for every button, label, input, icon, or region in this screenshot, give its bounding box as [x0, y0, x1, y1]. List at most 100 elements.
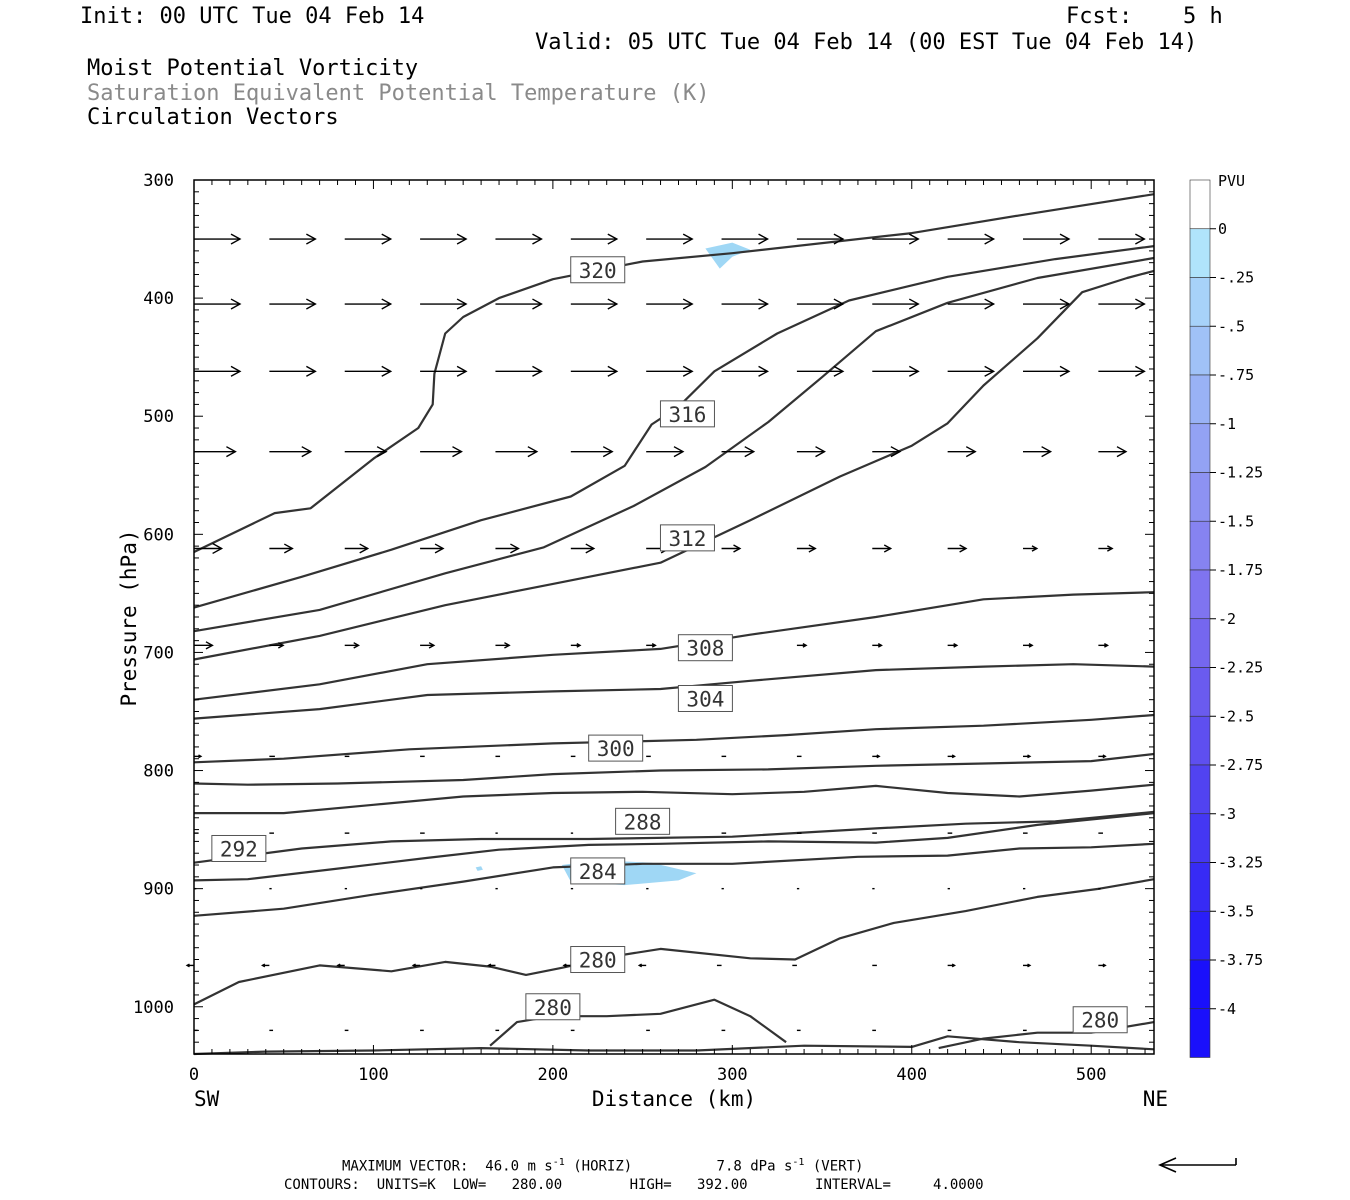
svg-text:292: 292	[220, 837, 258, 861]
vector-arrow	[721, 233, 770, 245]
vector-arrow	[420, 365, 468, 377]
vert-tag: (VERT)	[812, 1158, 864, 1175]
vector-arrow	[872, 233, 920, 245]
vector-arrow	[1098, 963, 1107, 968]
y-tick-label: 500	[143, 407, 174, 427]
svg-text:316: 316	[668, 403, 706, 427]
vector-arrow	[796, 298, 845, 310]
colorbar-label: -1	[1218, 415, 1236, 433]
vector-arrow	[336, 963, 345, 968]
vector-arrow	[646, 365, 694, 377]
vector-arrow	[420, 233, 468, 245]
vector-arrow	[1098, 233, 1146, 245]
vector-arrow	[947, 365, 996, 377]
vector-arrow	[872, 642, 883, 648]
vector-arrow	[796, 544, 817, 553]
contour-label: 280	[525, 993, 581, 1021]
colorbar-label: -3.5	[1218, 902, 1254, 920]
colorbar-label: -1.75	[1218, 561, 1263, 579]
colorbar-swatch	[1189, 520, 1211, 571]
valid-time: Valid: 05 UTC Tue 04 Feb 14 (00 EST Tue …	[535, 30, 1198, 55]
vector-arrow	[721, 298, 770, 310]
contour-label: 292	[211, 834, 267, 862]
vector-arrow	[872, 298, 920, 310]
svg-text:280: 280	[1081, 1009, 1119, 1033]
svg-text:288: 288	[624, 810, 662, 834]
contour-line-312	[193, 256, 1155, 633]
contour-label: 316	[659, 400, 715, 428]
colorbar-swatch	[1189, 667, 1211, 717]
vector-arrow	[495, 365, 543, 377]
vector-arrow	[344, 642, 360, 649]
init-time: Init: 00 UTC Tue 04 Feb 14	[80, 4, 425, 29]
colorbar-label: -3	[1218, 805, 1236, 823]
vector-arrow	[411, 963, 421, 968]
vector-arrow	[1098, 446, 1128, 458]
contour-line-296	[193, 713, 1155, 764]
colorbar-swatch	[1189, 764, 1211, 815]
contour-line-281	[489, 998, 787, 1047]
vector-arrow	[495, 298, 543, 310]
forecast-label: Fcst:	[1066, 4, 1133, 29]
circulation-vector-layer	[185, 233, 1146, 1032]
vector-arrow	[646, 446, 685, 458]
vector-arrow	[269, 298, 317, 310]
colorbar-swatch	[1189, 228, 1211, 278]
contour-label: 288	[615, 807, 671, 835]
x-right-label: NE	[1143, 1087, 1168, 1111]
vector-arrow	[1023, 642, 1034, 648]
colorbar-label: -.75	[1218, 366, 1254, 384]
vector-arrow	[194, 365, 242, 377]
vert-value: 7.8 dPa s	[716, 1158, 793, 1175]
colorbar-swatch	[1189, 277, 1211, 327]
vector-arrow	[646, 298, 694, 310]
colorbar-label: -1.5	[1218, 512, 1254, 530]
vector-arrow	[562, 963, 571, 968]
vector-arrow	[1023, 446, 1053, 458]
max-vector-label: MAXIMUM VECTOR:	[342, 1158, 469, 1175]
horiz-tag: (HORIZ)	[573, 1158, 633, 1175]
vert-exponent: -1	[792, 1157, 805, 1168]
horiz-exponent: -1	[552, 1157, 565, 1168]
colorbar-swatch	[1189, 472, 1211, 522]
colorbar-swatch	[1189, 959, 1211, 1010]
contour-label: 280	[1072, 1006, 1128, 1034]
field-title-theta-es: Saturation Equivalent Potential Temperat…	[87, 81, 710, 106]
contour-label: 280	[570, 946, 626, 974]
vector-arrow	[796, 446, 826, 458]
vector-arrow	[570, 365, 619, 377]
x-tick-label: 200	[538, 1065, 569, 1085]
vector-arrow	[495, 642, 511, 649]
vector-arrow	[269, 233, 317, 245]
reference-vector-arrow	[1158, 1157, 1237, 1173]
vector-arrow	[570, 233, 619, 245]
vector-arrow	[194, 754, 203, 759]
contour-label: 300	[588, 734, 644, 762]
vector-arrow	[1023, 365, 1071, 377]
contour-line-300	[193, 663, 1155, 720]
colorbar-swatch	[1189, 618, 1211, 668]
svg-text:280: 280	[534, 996, 572, 1020]
colorbar-swatch	[1189, 179, 1211, 230]
vector-arrow	[796, 233, 845, 245]
contour-line-280	[193, 812, 1155, 882]
colorbar-swatch	[1189, 374, 1211, 425]
contour-label: 312	[659, 524, 715, 552]
contour-line-320	[193, 193, 1155, 553]
vector-arrow	[796, 642, 808, 648]
y-tick-label: 400	[143, 289, 174, 309]
colorbar-swatch	[1189, 862, 1211, 912]
vector-arrow	[1098, 545, 1114, 552]
vector-arrow	[269, 543, 294, 554]
y-tick-label: 300	[143, 171, 174, 191]
vector-arrow	[570, 446, 614, 458]
field-title-mpv: Moist Potential Vorticity	[87, 56, 419, 81]
vector-arrow	[872, 754, 881, 759]
colorbar-swatch	[1189, 423, 1211, 473]
vector-arrow	[344, 446, 388, 458]
vector-arrow	[269, 365, 317, 377]
vector-arrow	[420, 298, 468, 310]
vector-arrow	[1023, 545, 1039, 552]
contour-line-278	[193, 842, 1155, 917]
vector-arrow	[646, 233, 694, 245]
